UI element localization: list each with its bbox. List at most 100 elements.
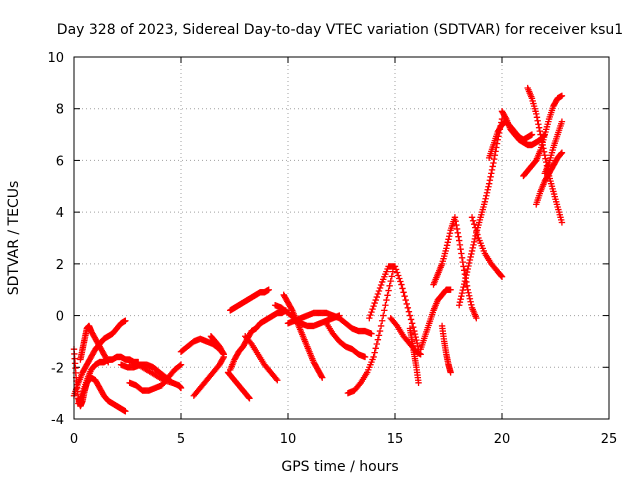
data-point xyxy=(368,308,375,316)
data-point xyxy=(558,150,565,157)
data-point xyxy=(456,241,464,249)
series-track-a xyxy=(70,345,129,415)
data-point xyxy=(462,274,469,282)
data-point xyxy=(473,227,480,235)
series-track-d xyxy=(77,322,112,366)
series-track-w xyxy=(417,286,454,353)
data-point xyxy=(473,314,480,322)
data-point xyxy=(460,280,468,288)
data-point xyxy=(463,271,470,279)
data-point xyxy=(471,235,479,243)
data-point xyxy=(458,292,465,300)
data-point xyxy=(468,250,475,258)
data-point xyxy=(400,289,407,296)
data-point xyxy=(458,254,466,262)
y-tick-label: -2 xyxy=(51,361,64,376)
data-point xyxy=(463,268,471,276)
data-point xyxy=(483,189,491,196)
data-point xyxy=(368,330,375,337)
data-point xyxy=(402,296,409,304)
series-track-n xyxy=(242,333,281,384)
data-point xyxy=(319,374,326,381)
data-point xyxy=(386,282,393,290)
data-point xyxy=(469,244,476,252)
data-point xyxy=(415,379,422,386)
data-point xyxy=(488,166,496,174)
data-point xyxy=(265,286,272,293)
data-point xyxy=(467,298,474,305)
data-points xyxy=(70,84,566,415)
data-point xyxy=(443,242,451,249)
data-point xyxy=(451,214,459,221)
data-point xyxy=(444,239,451,246)
data-point xyxy=(558,219,566,226)
data-point xyxy=(458,250,465,257)
y-tick-label: 8 xyxy=(56,103,64,118)
series-track-f xyxy=(126,361,185,394)
data-point xyxy=(464,265,471,273)
data-point xyxy=(376,284,384,292)
data-point xyxy=(470,241,477,249)
data-point xyxy=(273,375,280,383)
data-point xyxy=(383,296,390,304)
data-point xyxy=(374,336,382,343)
data-point xyxy=(498,273,506,280)
data-point xyxy=(381,307,388,314)
data-point xyxy=(370,353,377,361)
series-track-m xyxy=(227,286,272,314)
series-track-u xyxy=(387,314,424,358)
x-tick-label: 5 xyxy=(177,432,185,447)
data-point xyxy=(391,263,399,270)
data-point xyxy=(413,336,420,344)
data-point xyxy=(376,327,384,335)
x-axis-label: GPS time / hours xyxy=(281,459,398,475)
series-track-q xyxy=(284,309,375,337)
x-tick-label: 10 xyxy=(280,432,297,447)
data-point xyxy=(377,281,385,289)
data-point xyxy=(401,292,408,300)
series-track-l xyxy=(224,369,253,402)
data-point xyxy=(454,229,461,237)
series-track-b xyxy=(75,353,142,407)
series-track-r xyxy=(323,320,369,361)
data-point xyxy=(540,148,548,156)
data-point xyxy=(447,369,454,376)
data-point xyxy=(481,198,489,205)
data-point xyxy=(385,287,392,294)
data-point xyxy=(538,134,545,142)
data-point xyxy=(177,384,185,392)
data-point xyxy=(461,277,469,285)
data-point xyxy=(459,286,466,294)
data-point xyxy=(105,358,112,366)
data-point xyxy=(558,92,566,99)
data-point xyxy=(536,127,544,135)
y-axis-label: SDTVAR / TECUs xyxy=(6,181,22,296)
data-point xyxy=(445,236,452,243)
data-point xyxy=(245,394,252,401)
x-tick-label: 15 xyxy=(387,432,404,447)
data-point xyxy=(456,302,463,309)
data-point xyxy=(405,308,413,315)
data-point xyxy=(541,152,548,159)
data-point xyxy=(535,124,543,131)
data-point xyxy=(498,272,505,280)
data-point xyxy=(399,285,406,292)
data-point xyxy=(382,302,389,309)
x-tick-label: 20 xyxy=(494,432,511,447)
data-point xyxy=(488,170,495,177)
data-point xyxy=(220,351,227,358)
data-point xyxy=(468,301,475,308)
data-point xyxy=(459,258,466,266)
data-point xyxy=(542,155,549,162)
y-tick-label: 4 xyxy=(56,206,64,221)
y-tick-label: -4 xyxy=(51,413,64,428)
data-point xyxy=(377,322,385,330)
data-point xyxy=(219,349,227,357)
data-point xyxy=(361,353,369,361)
data-point xyxy=(533,114,541,121)
data-point xyxy=(472,224,479,231)
data-point xyxy=(369,305,376,313)
data-point xyxy=(457,295,464,303)
data-point xyxy=(558,149,566,156)
series-track-k xyxy=(227,307,290,374)
